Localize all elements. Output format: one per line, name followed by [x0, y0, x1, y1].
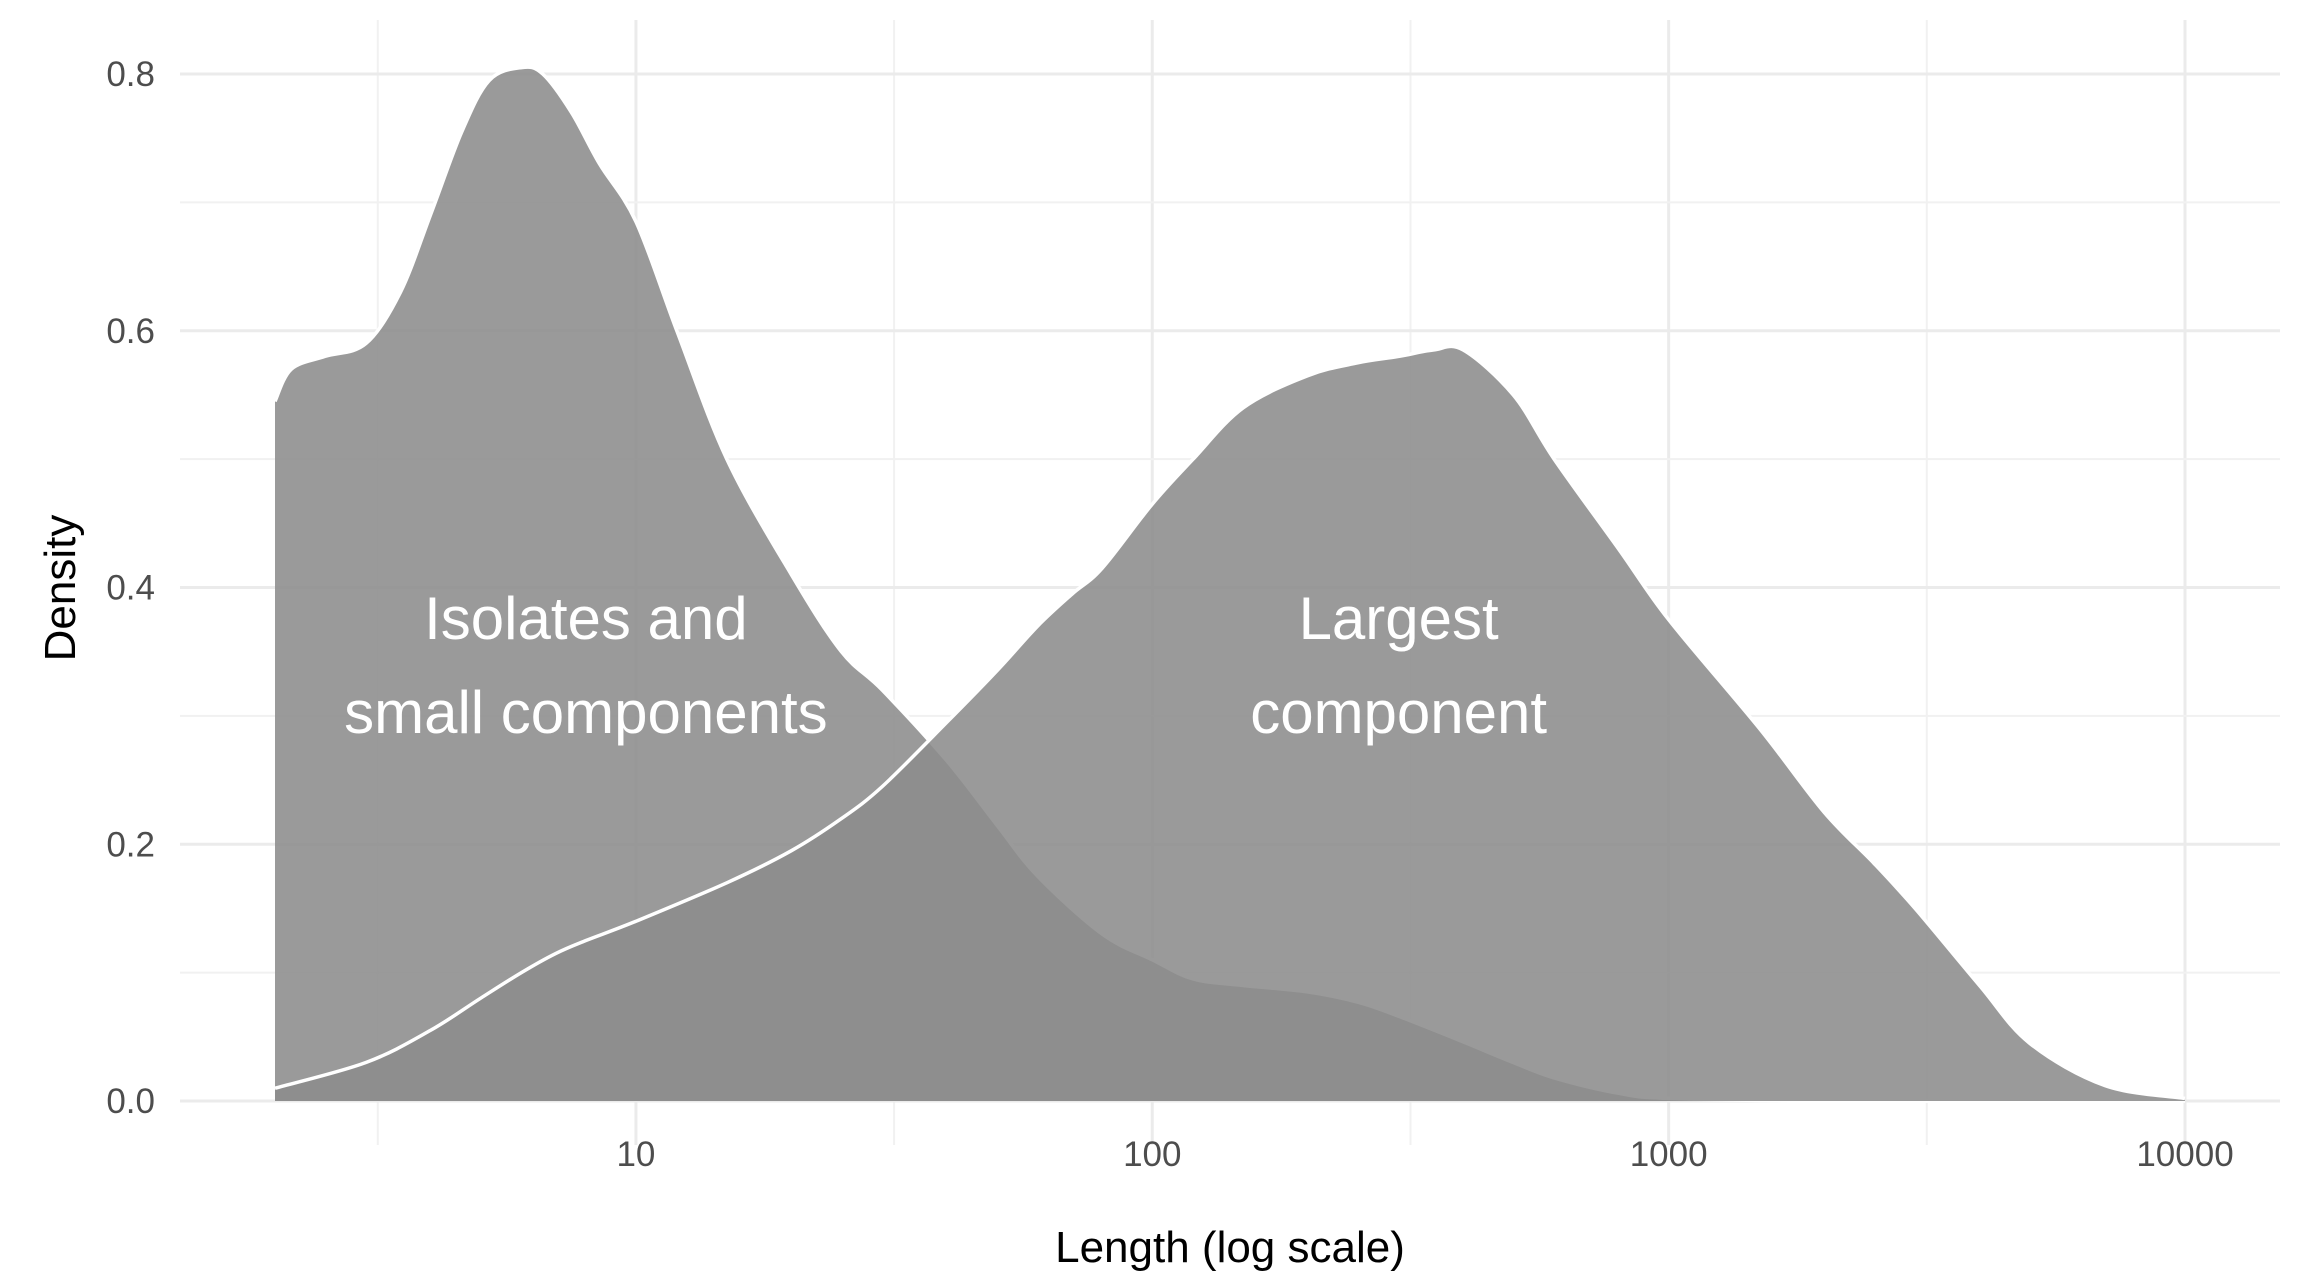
x-tick-label: 10 [616, 1135, 655, 1174]
x-axis-title: Length (log scale) [1055, 1223, 1405, 1272]
y-tick-label: 0.8 [106, 55, 155, 94]
x-tick-label: 10000 [2136, 1135, 2233, 1174]
y-tick-label: 0.0 [106, 1082, 155, 1121]
density-outline-largest-component [274, 344, 2186, 1101]
y-tick-label: 0.4 [106, 569, 155, 608]
annotation-1-line-0: Largest [1299, 585, 1499, 652]
x-tick-label: 100 [1123, 1135, 1181, 1174]
annotations: Isolates and small components Largest compo… [344, 585, 1547, 746]
annotation-0-line-0: Isolates and [424, 585, 748, 652]
y-axis-title: Density [36, 515, 85, 662]
y-axis-ticks: 0.0 0.2 0.4 0.6 0.8 [106, 55, 155, 1121]
x-tick-label: 1000 [1630, 1135, 1708, 1174]
density-area-largest-component [275, 346, 2185, 1102]
y-tick-label: 0.6 [106, 312, 155, 351]
x-axis-ticks: 10 100 1000 10000 [616, 1135, 2233, 1174]
annotation-0-line-1: small components [344, 679, 828, 746]
density-area-small-components [275, 67, 2185, 1102]
density-areas [273, 65, 2186, 1103]
y-tick-label: 0.2 [106, 825, 155, 864]
annotation-1-line-1: component [1250, 679, 1547, 746]
